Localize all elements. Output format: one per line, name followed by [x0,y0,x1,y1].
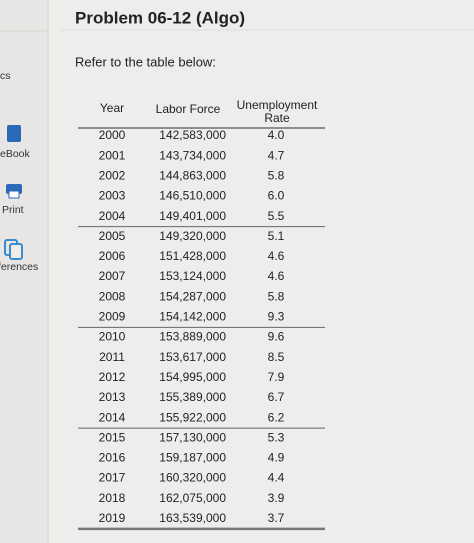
labor-force-cell: 155,389,000 [159,390,226,404]
rate-cell: 4.6 [268,269,285,283]
rate-cell: 9.3 [268,310,285,324]
column-header: Year [100,101,124,115]
labor-force-cell: 149,320,000 [159,229,226,243]
labor-force-cell: 155,922,000 [159,410,226,424]
rate-cell: 5.1 [268,229,285,243]
title: Problem 06-12 (Algo) [75,8,245,27]
labor-force-cell: 142,583,000 [159,128,226,142]
rate-cell: 6.7 [268,390,285,404]
labor-force-cell: 154,142,000 [159,310,226,324]
rate-cell: 9.6 [268,330,285,344]
labor-force-cell: 144,863,000 [159,168,226,182]
rate-cell: 4.6 [268,249,285,263]
labor-force-cell: 151,428,000 [159,249,226,263]
year-cell: 2005 [99,229,126,243]
sidebar-box [0,0,49,32]
rate-cell: 5.8 [268,168,285,182]
rate-cell: 7.9 [268,370,285,384]
labor-force-cell: 154,287,000 [159,289,226,303]
column-header: Unemployment Rate [237,98,318,125]
year-cell: 2015 [99,430,126,444]
rate-cell: 5.8 [268,289,285,303]
year-cell: 2011 [99,350,125,364]
year-cell: 2010 [99,330,126,344]
year-cell: 2012 [99,370,126,384]
labor-force-cell: 146,510,000 [159,189,226,203]
labor-force-cell: 153,889,000 [159,330,226,344]
rate-cell: 3.7 [268,511,285,525]
sidebar [0,0,48,543]
rate-cell: 5.3 [268,430,285,444]
ebook-icon[interactable] [7,125,21,142]
labor-force-cell: 157,130,000 [159,430,226,444]
data-table: Year Labor Force Unemployment Rate 2000 142,5… [78,98,325,531]
year-cell: 2007 [99,269,126,283]
year-cell: 2016 [99,451,126,465]
rate-cell: 8.5 [268,350,285,364]
year-cell: 2006 [99,249,126,263]
year-cell: 2009 [99,310,126,324]
labor-force-cell: 143,734,000 [159,148,226,162]
rate-cell: 6.0 [268,189,285,203]
labor-force-cell: 153,124,000 [159,269,226,283]
rate-cell: 5.5 [268,209,285,223]
labor-force-cell: 153,617,000 [159,350,226,364]
year-cell: 2017 [99,471,126,485]
year-cell: 2000 [99,128,126,142]
labor-force-cell: 154,995,000 [159,370,226,384]
year-cell: 2002 [99,168,126,182]
labor-force-cell: 163,539,000 [159,511,226,525]
year-cell: 2008 [99,289,126,303]
rate-cell: 4.0 [268,128,285,142]
labor-force-cell: 149,401,000 [159,209,226,223]
references-icon-front [9,243,23,260]
year-cell: 2003 [99,189,126,203]
labor-force-cell: 160,320,000 [159,471,226,485]
print-link[interactable]: Print [2,204,24,216]
column-header: Labor Force [156,102,221,116]
ebook-link[interactable]: eBook [0,148,31,160]
year-cell: 2004 [99,209,126,223]
year-cell: 2018 [99,491,126,505]
year-cell: 2014 [99,410,126,424]
rate-cell: 6.2 [268,410,285,424]
sidebar-label: cs [0,70,11,82]
print-icon-paper [8,190,20,199]
rate-cell: 4.7 [268,148,285,162]
year-cell: 2019 [99,511,126,525]
labor-force-cell: 159,187,000 [159,451,226,465]
rate-cell: 3.9 [268,491,285,505]
rate-cell: 4.9 [268,451,285,465]
labor-force-cell: 162,075,000 [159,491,226,505]
rate-cell: 4.4 [268,471,285,485]
year-cell: 2013 [99,390,126,404]
instruction: Refer to the table below: [75,54,216,69]
references-link[interactable]: ferences [0,261,38,273]
year-cell: 2001 [99,148,126,162]
